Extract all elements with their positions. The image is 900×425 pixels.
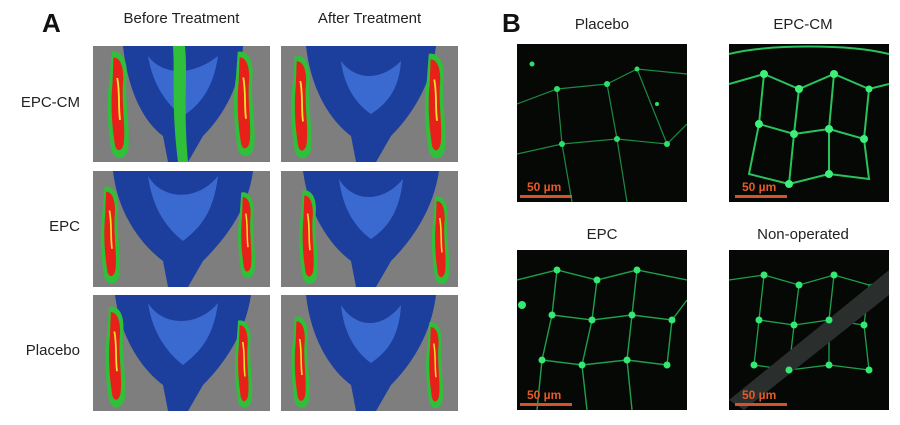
panel-b-label: B <box>502 8 521 38</box>
micrograph-title-epc-cm: EPC-CM <box>773 16 833 33</box>
panel-a-label: A <box>42 8 61 38</box>
perfusion-image-placebo-before <box>93 295 270 411</box>
micrograph-placebo <box>517 44 687 202</box>
row-label-placebo: Placebo <box>25 342 80 359</box>
micrograph-title-epc: EPC <box>586 226 618 243</box>
scale-label-placebo: 50 µm <box>527 180 562 194</box>
perfusion-image-epc-cm-after <box>281 46 458 162</box>
micrograph-non-operated <box>729 250 889 410</box>
scale-label-epc: 50 µm <box>527 388 562 402</box>
scale-label-epc-cm: 50 µm <box>742 180 777 194</box>
row-label-epc-cm: EPC-CM <box>20 94 80 111</box>
scale-bar-epc <box>520 403 572 406</box>
perfusion-image-placebo-after <box>281 295 458 411</box>
perfusion-image-epc-before <box>93 171 270 287</box>
perfusion-image-epc-cm-before <box>93 46 270 162</box>
micrograph-title-placebo: Placebo <box>574 16 630 33</box>
column-header-after: After Treatment <box>317 10 422 27</box>
micrograph-epc-cm <box>729 44 889 202</box>
micrograph-epc <box>517 250 687 410</box>
scale-label-non-operated: 50 µm <box>742 388 777 402</box>
scale-bar-placebo <box>520 195 572 198</box>
micrograph-title-non-operated: Non-operated <box>757 226 849 243</box>
scale-bar-non-operated <box>735 403 787 406</box>
row-label-epc: EPC <box>49 218 80 235</box>
scale-bar-epc-cm <box>735 195 787 198</box>
column-header-before: Before Treatment <box>123 10 240 27</box>
perfusion-image-epc-after <box>281 171 458 287</box>
